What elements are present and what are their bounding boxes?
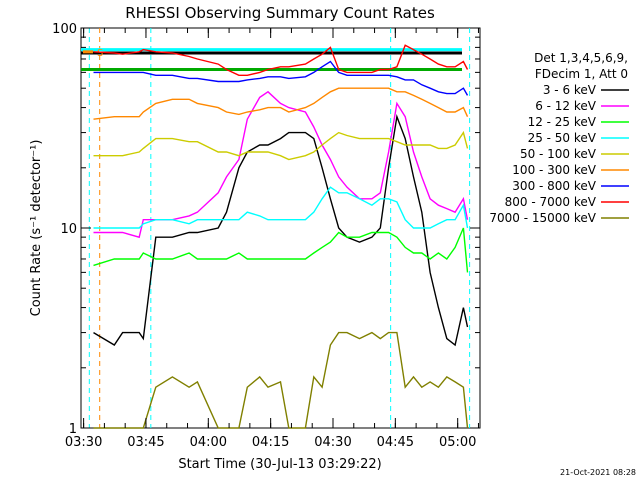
legend-label-8: 7000 - 15000 keV [489, 211, 596, 225]
x-tick-label: 04:45 [377, 435, 414, 450]
timestamp: 21-Oct-2021 08:28 [560, 468, 636, 477]
x-axis-label: Start Time (30-Jul-13 03:29:22) [178, 457, 381, 472]
x-tick-label: 04:15 [252, 435, 289, 450]
y-axis-label: Count Rate (s⁻¹ detector⁻¹) [29, 140, 44, 317]
chart-title: RHESSI Observing Summary Count Rates [125, 4, 435, 22]
y-axis: 1 10 100 [52, 22, 480, 437]
x-tick-label: 04:30 [314, 435, 351, 450]
x-tick-label: 05:00 [439, 435, 476, 450]
flag-bars: S [81, 48, 462, 72]
x-tick-label: 03:30 [65, 435, 102, 450]
series-line-7 [93, 44, 469, 77]
x-tick-label: 04:00 [190, 435, 227, 450]
x-tick-label: 03:45 [127, 435, 164, 450]
legend-label-4: 50 - 100 keV [520, 147, 597, 161]
legend-label-0: 3 - 6 keV [543, 83, 597, 97]
legend-title-line-1: Det 1,3,4,5,6,9, [534, 51, 628, 65]
series-line-4 [93, 130, 469, 161]
series-lines [93, 44, 469, 429]
legend-entries: 3 - 6 keV 6 - 12 keV 12 - 25 keV 25 - 50 ke… [489, 83, 629, 225]
series-line-6 [93, 60, 469, 96]
vertical-markers [88, 28, 471, 428]
legend-label-2: 12 - 25 keV [528, 115, 597, 129]
series-line-3 [93, 186, 469, 229]
x-axis: 03:30 03:45 04:00 04:15 04:30 04:45 05:00 [65, 28, 479, 450]
y-tick-label: 1 [69, 422, 77, 437]
series-line-0 [93, 114, 469, 347]
legend-label-5: 100 - 300 keV [512, 163, 596, 177]
legend-title-line-2: FDecim 1, Att 0 [535, 67, 628, 81]
legend-label-1: 6 - 12 keV [535, 99, 597, 113]
series-line-5 [93, 87, 469, 120]
series-line-8 [93, 331, 469, 429]
series-line-2 [93, 227, 469, 273]
legend-label-6: 300 - 800 keV [512, 179, 596, 193]
y-tick-label: 100 [52, 22, 77, 37]
y-tick-label: 10 [60, 222, 77, 237]
legend-label-7: 800 - 7000 keV [505, 195, 597, 209]
attenuator-label-0: S [97, 48, 103, 59]
legend-label-3: 25 - 50 keV [528, 131, 597, 145]
legend: Det 1,3,4,5,6,9, FDecim 1, Att 0 3 - 6 k… [489, 51, 629, 225]
